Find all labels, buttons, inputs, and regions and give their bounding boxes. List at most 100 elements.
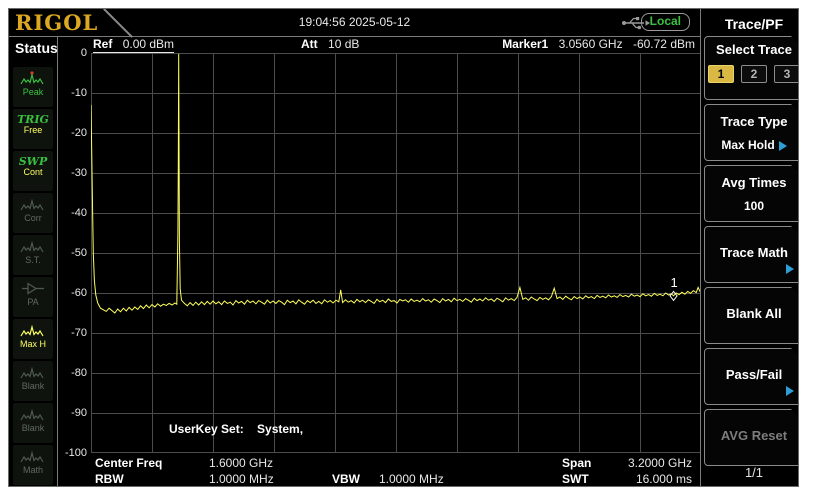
y-axis-tick-label: 0	[80, 47, 87, 59]
ref-value: 0.00 dBm	[122, 37, 175, 51]
status-tile-label: Math	[22, 465, 43, 475]
settings-row-2: RBW 1.0000 MHz VBW 1.0000 MHz SWT 16.000…	[57, 472, 700, 486]
trace-options: 1 2 3	[705, 65, 799, 83]
marker-readout: Marker1 3.0560 GHz -60.72 dBm	[502, 37, 695, 51]
trace-type-value: Max Hold	[705, 138, 799, 152]
trace-type-label: Trace Type	[720, 114, 788, 129]
status-title: Status	[15, 40, 58, 56]
status-tile-blank: Blank	[13, 403, 53, 443]
select-trace-label: Select Trace	[716, 42, 792, 57]
att-value: 10 dB	[328, 37, 360, 51]
trace-3-option[interactable]: 3	[774, 65, 799, 83]
status-tile-math: Math	[13, 445, 53, 485]
y-axis-tick-label: -100	[64, 447, 87, 459]
settings-row-1: Center Freq 1.6000 GHz Span 3.2000 GHz	[57, 456, 700, 472]
blank-all-button[interactable]: Blank All	[704, 287, 799, 344]
status-tile-label: PA	[27, 297, 39, 307]
status-tile-free: TRIG Free	[13, 109, 53, 149]
pass-fail-button[interactable]: Pass/Fail	[704, 348, 799, 405]
status-tile-label: Blank	[21, 381, 45, 391]
submenu-arrow-icon	[779, 141, 787, 151]
status-sidebar: Status Peak TRIG Free SWP Cont Corr S.T. PA Max …	[9, 36, 58, 486]
status-tile-label: Cont	[23, 167, 43, 177]
blank-waveform-icon	[13, 365, 53, 381]
status-tile-label: Max H	[19, 339, 46, 349]
status-tile-label: Corr	[24, 213, 42, 223]
select-trace-button[interactable]: Select Trace 1 2 3	[704, 36, 799, 100]
vbw-label: VBW	[332, 472, 360, 486]
avg-reset-button: AVG Reset	[704, 409, 799, 466]
pass-fail-label: Pass/Fail	[725, 367, 783, 382]
blank-all-label: Blank All	[726, 306, 782, 321]
softkey-panel: Trace/PF Select Trace 1 2 3 Trace Type M…	[700, 9, 799, 486]
status-tile-cont: SWP Cont	[13, 151, 53, 191]
trigger-status-icon: TRIG	[17, 113, 49, 126]
status-tile-s-t-: S.T.	[13, 235, 53, 275]
top-status-bar: RIGOL 19:04:56 2025-05-12 Local	[9, 9, 700, 38]
st-waveform-icon	[13, 239, 53, 255]
peak-waveform-icon	[13, 71, 53, 87]
submenu-arrow-icon	[786, 264, 794, 274]
status-tile-label: Free	[23, 125, 43, 135]
amplitude-axis-labels: 0 -10 -20 -30 -40 -50 -60 -70 -80 -90 -100	[57, 47, 89, 459]
trace-2-option[interactable]: 2	[741, 65, 767, 83]
status-tile-label: Peak	[22, 87, 44, 97]
y-axis-tick-label: -30	[71, 167, 87, 179]
vbw-value: 1.0000 MHz	[379, 472, 444, 486]
local-remote-badge: Local	[640, 13, 690, 31]
sweep-settings-bar: Center Freq 1.6000 GHz Span 3.2000 GHz R…	[57, 454, 700, 486]
rbw-label: RBW	[95, 472, 124, 486]
marker-frequency: 3.0560 GHz	[558, 37, 623, 51]
menu-page-indicator: 1/1	[744, 465, 764, 480]
marker-label: Marker1	[502, 37, 549, 51]
spectrum-plot: 1	[91, 53, 701, 453]
y-axis-tick-label: -20	[71, 127, 87, 139]
avg-times-value: 100	[743, 199, 765, 213]
avg-reset-label: AVG Reset	[720, 428, 788, 443]
rigol-logo: RIGOL	[15, 10, 99, 35]
status-tile-label: Blank	[21, 423, 45, 433]
submenu-arrow-icon	[786, 386, 794, 396]
annotation-row: Ref 0.00 dBm Att 10 dB Marker1 3.0560 GH…	[57, 37, 700, 53]
attenuation-readout: Att 10 dB	[301, 37, 359, 51]
reference-level-readout: Ref 0.00 dBm	[93, 37, 175, 53]
trace-type-button[interactable]: Trace Type Max Hold	[704, 104, 799, 161]
spectrum-trace-1	[91, 53, 701, 314]
att-label: Att	[301, 37, 318, 51]
y-axis-tick-label: -80	[71, 367, 87, 379]
status-tile-blank: Blank	[13, 361, 53, 401]
corr-waveform-icon	[13, 197, 53, 213]
center-freq-value: 1.6000 GHz	[209, 456, 274, 470]
center-freq-label: Center Freq	[95, 456, 163, 470]
y-axis-tick-label: -50	[71, 247, 87, 259]
trace-1-option[interactable]: 1	[708, 65, 734, 83]
status-tile-peak: Peak	[13, 67, 53, 107]
span-label: Span	[562, 456, 592, 470]
ref-label: Ref	[93, 37, 113, 51]
math-waveform-icon	[13, 449, 53, 465]
blank-waveform-icon	[13, 407, 53, 423]
y-axis-tick-label: -60	[71, 287, 87, 299]
maxhold-waveform-icon	[13, 323, 53, 339]
y-axis-tick-label: -40	[71, 207, 87, 219]
datetime-display: 19:04:56 2025-05-12	[298, 15, 411, 29]
status-tile-corr: Corr	[13, 193, 53, 233]
marker-number-label: 1	[671, 275, 678, 290]
measurement-display: Ref 0.00 dBm Att 10 dB Marker1 3.0560 GH…	[57, 36, 701, 486]
swt-value: 16.000 ms	[635, 472, 692, 486]
trace-math-button[interactable]: Trace Math	[704, 226, 799, 283]
trace-type-value-text: Max Hold	[721, 138, 775, 152]
y-axis-tick-label: -70	[71, 327, 87, 339]
userkey-message: UserKey Set: System,	[169, 422, 304, 436]
avg-times-label: Avg Times	[721, 175, 787, 190]
menu-title: Trace/PF	[724, 16, 784, 32]
status-tile-max-h: Max H	[13, 319, 53, 359]
trace-math-label: Trace Math	[720, 245, 788, 260]
sweep-status-icon: SWP	[18, 155, 48, 168]
instrument-screen: RIGOL 19:04:56 2025-05-12 Local Status P…	[8, 8, 799, 487]
swt-label: SWT	[562, 472, 589, 486]
rbw-value: 1.0000 MHz	[209, 472, 274, 486]
marker-diamond-icon	[669, 290, 678, 302]
pa-amplifier-icon	[13, 281, 53, 297]
avg-times-button[interactable]: Avg Times 100	[704, 165, 799, 222]
